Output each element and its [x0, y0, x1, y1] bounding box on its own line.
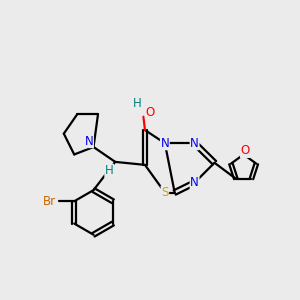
Text: H: H: [105, 164, 114, 177]
Text: S: S: [161, 186, 169, 199]
Text: O: O: [241, 144, 250, 158]
Text: O: O: [146, 106, 154, 119]
Text: N: N: [190, 137, 199, 150]
Text: N: N: [85, 135, 93, 148]
Text: Br: Br: [43, 195, 56, 208]
Text: N: N: [190, 176, 199, 189]
Text: N: N: [160, 137, 169, 150]
Text: H: H: [133, 97, 141, 110]
